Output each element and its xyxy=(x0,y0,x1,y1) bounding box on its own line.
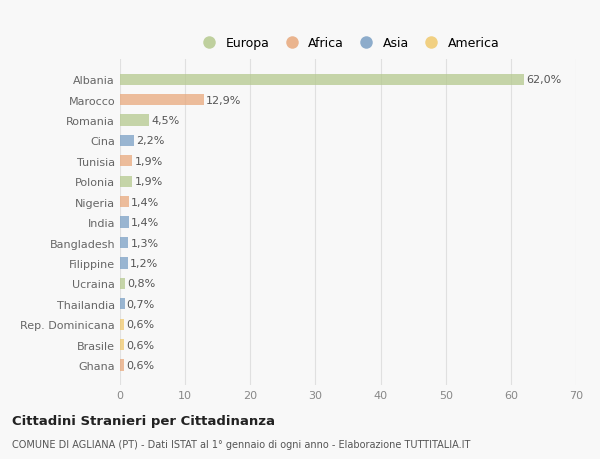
Text: 0,8%: 0,8% xyxy=(127,279,155,289)
Text: 1,3%: 1,3% xyxy=(130,238,158,248)
Text: 1,9%: 1,9% xyxy=(134,177,163,187)
Bar xyxy=(120,156,133,167)
Bar xyxy=(120,196,129,208)
Text: 1,4%: 1,4% xyxy=(131,197,160,207)
Text: 0,6%: 0,6% xyxy=(126,360,154,370)
Text: 4,5%: 4,5% xyxy=(151,116,179,126)
Bar xyxy=(120,278,125,289)
Text: 1,4%: 1,4% xyxy=(131,218,160,228)
Bar xyxy=(120,258,128,269)
Bar xyxy=(120,115,149,126)
Bar xyxy=(120,359,124,371)
Bar xyxy=(120,298,125,310)
Text: Cittadini Stranieri per Cittadinanza: Cittadini Stranieri per Cittadinanza xyxy=(12,414,275,428)
Legend: Europa, Africa, Asia, America: Europa, Africa, Asia, America xyxy=(193,34,503,54)
Bar xyxy=(120,339,124,350)
Text: 62,0%: 62,0% xyxy=(526,75,561,85)
Text: 2,2%: 2,2% xyxy=(136,136,164,146)
Text: 0,6%: 0,6% xyxy=(126,340,154,350)
Bar xyxy=(120,74,524,86)
Text: 0,7%: 0,7% xyxy=(127,299,155,309)
Bar xyxy=(120,176,133,187)
Bar xyxy=(120,95,204,106)
Bar xyxy=(120,319,124,330)
Bar xyxy=(120,135,134,147)
Text: 0,6%: 0,6% xyxy=(126,319,154,330)
Text: 1,9%: 1,9% xyxy=(134,157,163,167)
Text: 1,2%: 1,2% xyxy=(130,258,158,269)
Text: COMUNE DI AGLIANA (PT) - Dati ISTAT al 1° gennaio di ogni anno - Elaborazione TU: COMUNE DI AGLIANA (PT) - Dati ISTAT al 1… xyxy=(12,440,470,449)
Bar xyxy=(120,237,128,249)
Bar xyxy=(120,217,129,228)
Text: 12,9%: 12,9% xyxy=(206,95,241,106)
